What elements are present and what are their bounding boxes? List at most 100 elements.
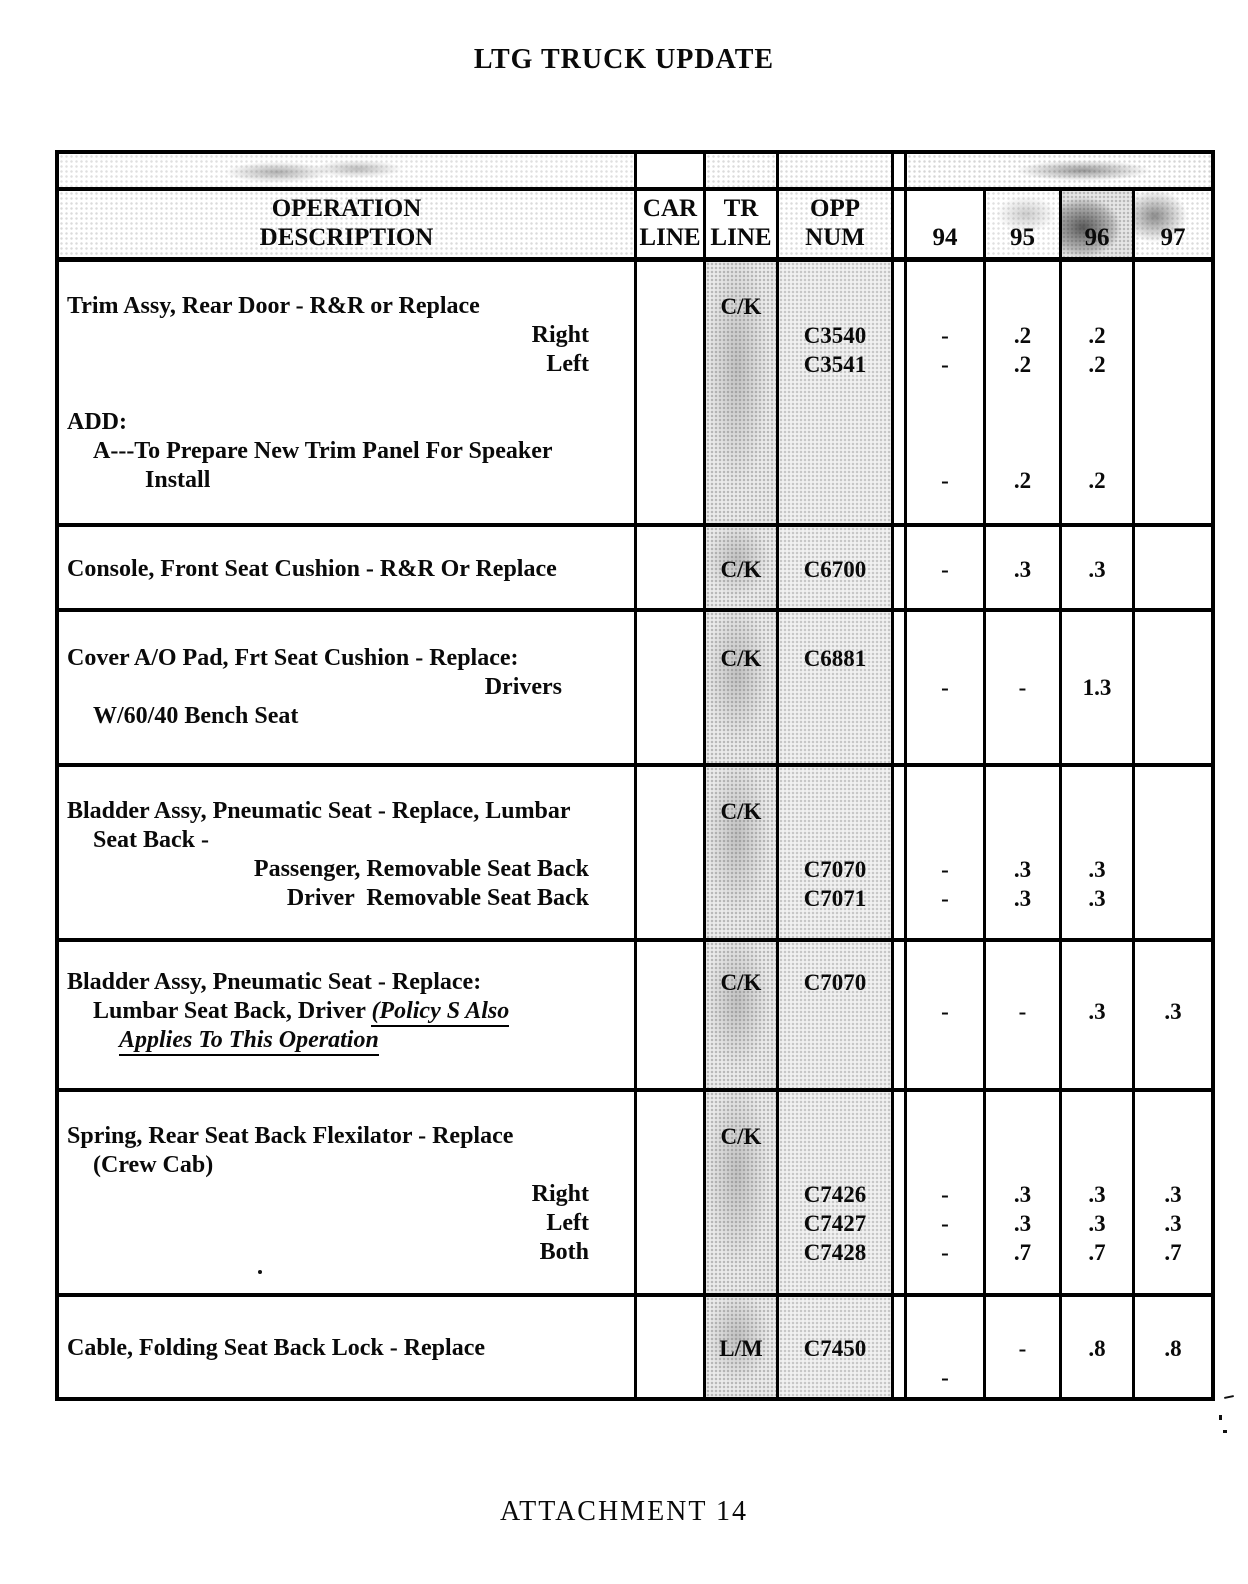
cell-y97 xyxy=(1132,612,1211,763)
tr-line-value: C/K xyxy=(720,557,762,582)
cell-y95: .3.3 xyxy=(983,767,1059,938)
tr-line-value: C/K xyxy=(720,294,762,319)
opp-num-value xyxy=(779,702,891,731)
cell-opp: C3540 C3541 xyxy=(776,262,891,523)
year-value-95: - xyxy=(1018,999,1027,1024)
operation-description-text: Driver Removable Seat Back xyxy=(286,885,589,911)
table-row: Trim Assy, Rear Door - R&R or Replace Rig… xyxy=(59,262,1211,527)
year-value-97 xyxy=(1135,379,1211,408)
year-value-97 xyxy=(1135,1122,1211,1151)
year-value-94: - xyxy=(941,557,949,582)
cell-y97: .8 xyxy=(1132,1297,1211,1397)
cell-opp: C7070 xyxy=(776,942,891,1088)
year-value-97 xyxy=(1135,555,1211,584)
year-value-96: .2 xyxy=(1088,468,1106,493)
tr-line-value xyxy=(706,350,776,379)
tr-line-value: L/M xyxy=(719,1336,763,1361)
table-body: Trim Assy, Rear Door - R&R or Replace Rig… xyxy=(59,262,1211,1397)
opp-num-value xyxy=(779,1122,891,1151)
year-value-94: - xyxy=(941,886,949,911)
top-strip-opp-cell xyxy=(776,154,891,187)
tr-line-value xyxy=(706,321,776,350)
year-value-94 xyxy=(907,408,983,437)
cell-y96: .3 xyxy=(1059,527,1132,608)
opp-num-value xyxy=(779,466,891,495)
year-value-94: - xyxy=(941,468,949,493)
year-value-95 xyxy=(986,826,1059,855)
cell-y95: - xyxy=(983,1297,1059,1397)
year-value-97 xyxy=(1135,826,1211,855)
year-value-95 xyxy=(986,968,1059,997)
year-value-95: .7 xyxy=(1013,1240,1032,1265)
opp-num-value xyxy=(779,673,891,702)
operation-description-text: Passenger, Removable Seat Back xyxy=(253,856,589,882)
year-value-97 xyxy=(1135,968,1211,997)
opp-num-value xyxy=(779,1151,891,1180)
cell-y95: - xyxy=(983,612,1059,763)
table-row: Bladder Assy, Pneumatic Seat - Replace: L… xyxy=(59,942,1211,1092)
year-value-95 xyxy=(986,408,1059,437)
opp-num-value: C7450 xyxy=(803,1336,867,1361)
operation-description-text: Cable, Folding Seat Back Lock - Replace xyxy=(67,1335,485,1361)
tr-line-value xyxy=(706,702,776,731)
opp-num-value xyxy=(779,997,891,1026)
year-value-94: - xyxy=(941,857,949,882)
year-value-94: - xyxy=(941,1240,949,1265)
cell-operation-description: Console, Front Seat Cushion - R&R Or Rep… xyxy=(59,527,634,608)
cell-tr: C/K xyxy=(703,527,776,608)
year-value-97 xyxy=(1135,437,1211,466)
cell-y97: .3 xyxy=(1132,942,1211,1088)
top-strip-description-cell xyxy=(59,154,634,187)
year-value-96: .2 xyxy=(1088,323,1106,348)
cell-y96: .3.3 xyxy=(1059,767,1132,938)
table-row: Cable, Folding Seat Back Lock - Replace L… xyxy=(59,1297,1211,1397)
operation-description-text: A---To Prepare New Trim Panel For Speake… xyxy=(93,438,553,464)
year-value-97 xyxy=(1135,408,1211,437)
cell-y94: - - - xyxy=(904,262,983,523)
year-value-94 xyxy=(907,797,983,826)
cell-tr: C/K xyxy=(703,767,776,938)
opp-num-value xyxy=(779,1305,891,1334)
cell-y94: - xyxy=(904,1297,983,1397)
operation-description-text: Drivers xyxy=(484,674,562,700)
year-value-95: .3 xyxy=(1013,886,1032,911)
year-value-94 xyxy=(907,1334,983,1363)
cell-operation-description: Cable, Folding Seat Back Lock - Replace xyxy=(59,1297,634,1397)
cell-opp: C6700 xyxy=(776,527,891,608)
cell-y96: .3 xyxy=(1059,942,1132,1088)
opp-num-value xyxy=(779,437,891,466)
year-value-97 xyxy=(1135,1026,1211,1055)
tr-line-value xyxy=(706,997,776,1026)
opp-num-value xyxy=(779,1026,891,1055)
operation-description-text: Install xyxy=(145,467,211,493)
year-value-96: .3 xyxy=(1088,999,1106,1024)
year-value-95 xyxy=(986,1305,1059,1334)
cell-y95: - xyxy=(983,942,1059,1088)
opp-num-value: C7426 xyxy=(803,1182,867,1207)
cell-opp: C7426 C7427 C7428 xyxy=(776,1092,891,1293)
year-value-97: .8 xyxy=(1164,1336,1182,1361)
cell-y95: .3 xyxy=(983,527,1059,608)
year-value-96 xyxy=(1062,1122,1132,1151)
operation-description-text xyxy=(59,1305,634,1334)
tr-line-value xyxy=(706,408,776,437)
cell-operation-description: Trim Assy, Rear Door - R&R or Replace Rig… xyxy=(59,262,634,523)
scan-artifact xyxy=(1223,1394,1235,1400)
year-value-96: .8 xyxy=(1088,1336,1106,1361)
operation-description-text: Lumbar Seat Back, Driver (Policy S Also xyxy=(59,997,634,1027)
year-value-96: .3 xyxy=(1088,857,1106,882)
tr-line-value xyxy=(706,437,776,466)
year-value-97 xyxy=(1135,1305,1211,1334)
table-row: Cover A/O Pad, Frt Seat Cushion - Replac… xyxy=(59,612,1211,767)
cell-y94: - xyxy=(904,942,983,1088)
opp-num-value: C7427 xyxy=(803,1211,867,1236)
operation-description-text: ADD: xyxy=(67,409,127,435)
cell-car xyxy=(634,1092,703,1293)
operation-description-text: Seat Back - xyxy=(93,827,209,853)
cell-car xyxy=(634,1297,703,1397)
year-value-95: .2 xyxy=(1013,323,1032,348)
cell-opp: C7070 C7071 xyxy=(776,767,891,938)
year-value-94 xyxy=(907,1026,983,1055)
scan-artifact xyxy=(258,1270,262,1274)
